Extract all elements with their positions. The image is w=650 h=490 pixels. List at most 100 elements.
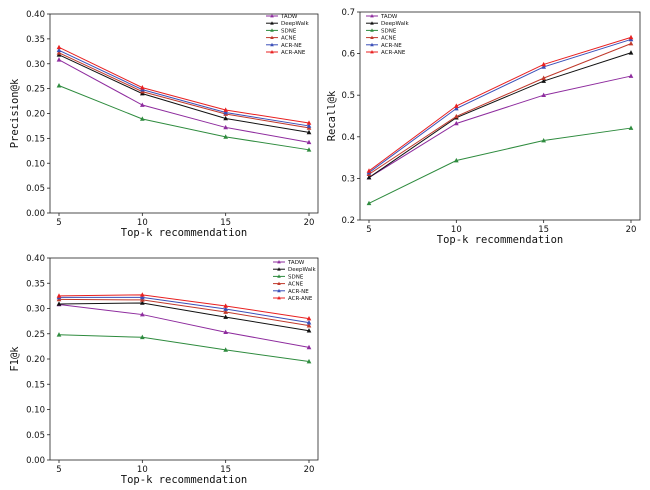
y-tick-label: 0.35 <box>26 279 45 289</box>
legend-label: DeepWalk <box>381 21 409 27</box>
data-point-acne <box>223 309 229 314</box>
plot-area <box>49 13 319 214</box>
series-line-acr-ne <box>59 296 310 324</box>
x-tick-label: 10 <box>137 465 148 475</box>
y-tick-label: 0.05 <box>26 184 45 194</box>
x-tick-label: 20 <box>626 225 637 235</box>
data-point-acr-ne <box>453 105 459 111</box>
legend-marker <box>270 21 274 25</box>
series-line-sdne <box>58 85 310 151</box>
legend-marker <box>370 28 374 32</box>
data-point-acr-ane <box>139 85 145 90</box>
recall-chart: 0.2 0.3 0.4 0.5 0.6 0.7 5 10 15 20 Top-k recommend… <box>326 8 641 246</box>
data-point-sdne <box>56 332 62 337</box>
y-tick-label: 0.15 <box>26 134 45 144</box>
series-line-tadw <box>368 75 632 178</box>
legend-marker <box>370 14 374 18</box>
series-line-sdne <box>368 127 632 204</box>
data-point-sdne <box>139 116 145 121</box>
data-point-acr-ne <box>223 306 229 311</box>
x-tick-label: 15 <box>538 225 549 235</box>
data-point-acr-ne <box>306 123 312 128</box>
legend-label: ACR-ANE <box>288 296 313 302</box>
data-point-tadw <box>139 311 145 317</box>
series-line-sdne <box>58 334 310 363</box>
data-point-tadw <box>628 73 634 78</box>
data-point-acne <box>541 75 547 80</box>
legend-label: ACR-NE <box>288 289 309 295</box>
data-point-acr-ane <box>306 120 312 125</box>
legend-marker <box>277 296 281 300</box>
data-point-sdne <box>223 347 229 352</box>
y-tick-label: 0.05 <box>26 431 45 441</box>
plot-area <box>359 11 641 221</box>
x-axis-label: Top-k recommendation <box>121 227 247 239</box>
legend-marker <box>277 274 281 278</box>
f1-chart: 0.00 0.05 0.10 0.15 0.20 0.25 0.30 0.35 0.40 5 10 1… <box>9 254 319 486</box>
x-tick-label: 5 <box>56 218 61 228</box>
data-point-acr-ane <box>541 61 547 67</box>
legend-label: ACNE <box>381 36 397 42</box>
x-tick-label: 15 <box>220 218 231 228</box>
series-line-acr-ne <box>368 38 632 173</box>
y-tick-label: 0.10 <box>26 159 45 169</box>
data-point-sdne <box>306 147 312 152</box>
legend-marker <box>370 50 374 54</box>
x-tick-label: 15 <box>220 465 231 475</box>
data-point-acr-ane <box>453 103 459 108</box>
y-tick-label: 0.30 <box>26 60 45 70</box>
legend-marker <box>277 260 281 264</box>
data-point-sdne <box>366 200 372 206</box>
legend-label: SDNE <box>281 28 297 34</box>
series-line-acne <box>58 52 310 129</box>
data-point-acne <box>306 323 312 328</box>
data-point-sdne <box>139 334 145 340</box>
y-tick-label: 0.20 <box>26 110 45 120</box>
legend-marker <box>277 281 281 285</box>
series-line-acr-ane <box>58 294 310 320</box>
series-line-acr-ne <box>58 49 310 127</box>
series-line-acr-ane <box>368 36 632 172</box>
data-point-acne <box>453 113 459 119</box>
data-point-tadw <box>56 57 62 62</box>
data-point-deepwalk <box>541 78 547 83</box>
data-point-sdne <box>541 137 547 143</box>
legend-marker <box>270 35 274 39</box>
legend-label: DeepWalk <box>288 267 316 273</box>
data-point-deepwalk <box>306 328 312 333</box>
data-point-acr-ne <box>541 64 547 69</box>
x-tick-label: 10 <box>451 225 462 235</box>
data-point-sdne <box>223 134 229 139</box>
legend-label: TADW <box>287 260 305 266</box>
legend-marker <box>270 14 274 18</box>
series-line-acne <box>58 298 310 327</box>
legend-marker <box>370 35 374 39</box>
y-tick-label: 0.2 <box>341 216 355 226</box>
x-axis-label: Top-k recommendation <box>437 234 563 246</box>
legend-label: ACR-ANE <box>281 50 306 56</box>
data-point-acr-ne <box>139 294 145 300</box>
data-point-deepwalk <box>56 301 62 306</box>
legend-marker <box>270 50 274 54</box>
data-point-acr-ne <box>306 320 312 325</box>
data-point-deepwalk <box>139 300 145 305</box>
data-point-deepwalk <box>366 174 372 180</box>
series-line-acr-ane <box>58 46 310 124</box>
data-point-deepwalk <box>223 115 229 121</box>
data-point-sdne <box>453 157 459 163</box>
data-point-tadw <box>223 124 229 130</box>
data-point-acne <box>628 41 634 46</box>
series-line-tadw <box>58 303 310 348</box>
data-point-sdne <box>306 358 312 364</box>
x-tick-label: 5 <box>366 225 371 235</box>
y-tick-label: 0.10 <box>26 406 45 416</box>
legend-marker <box>370 21 374 25</box>
y-axis-label: F1@k <box>9 346 21 372</box>
y-tick-label: 0.25 <box>26 85 45 95</box>
y-tick-label: 0.4 <box>341 133 355 143</box>
y-tick-label: 0.5 <box>341 91 355 101</box>
legend-label: TADW <box>380 14 398 20</box>
x-axis-label: Top-k recommendation <box>121 474 247 486</box>
